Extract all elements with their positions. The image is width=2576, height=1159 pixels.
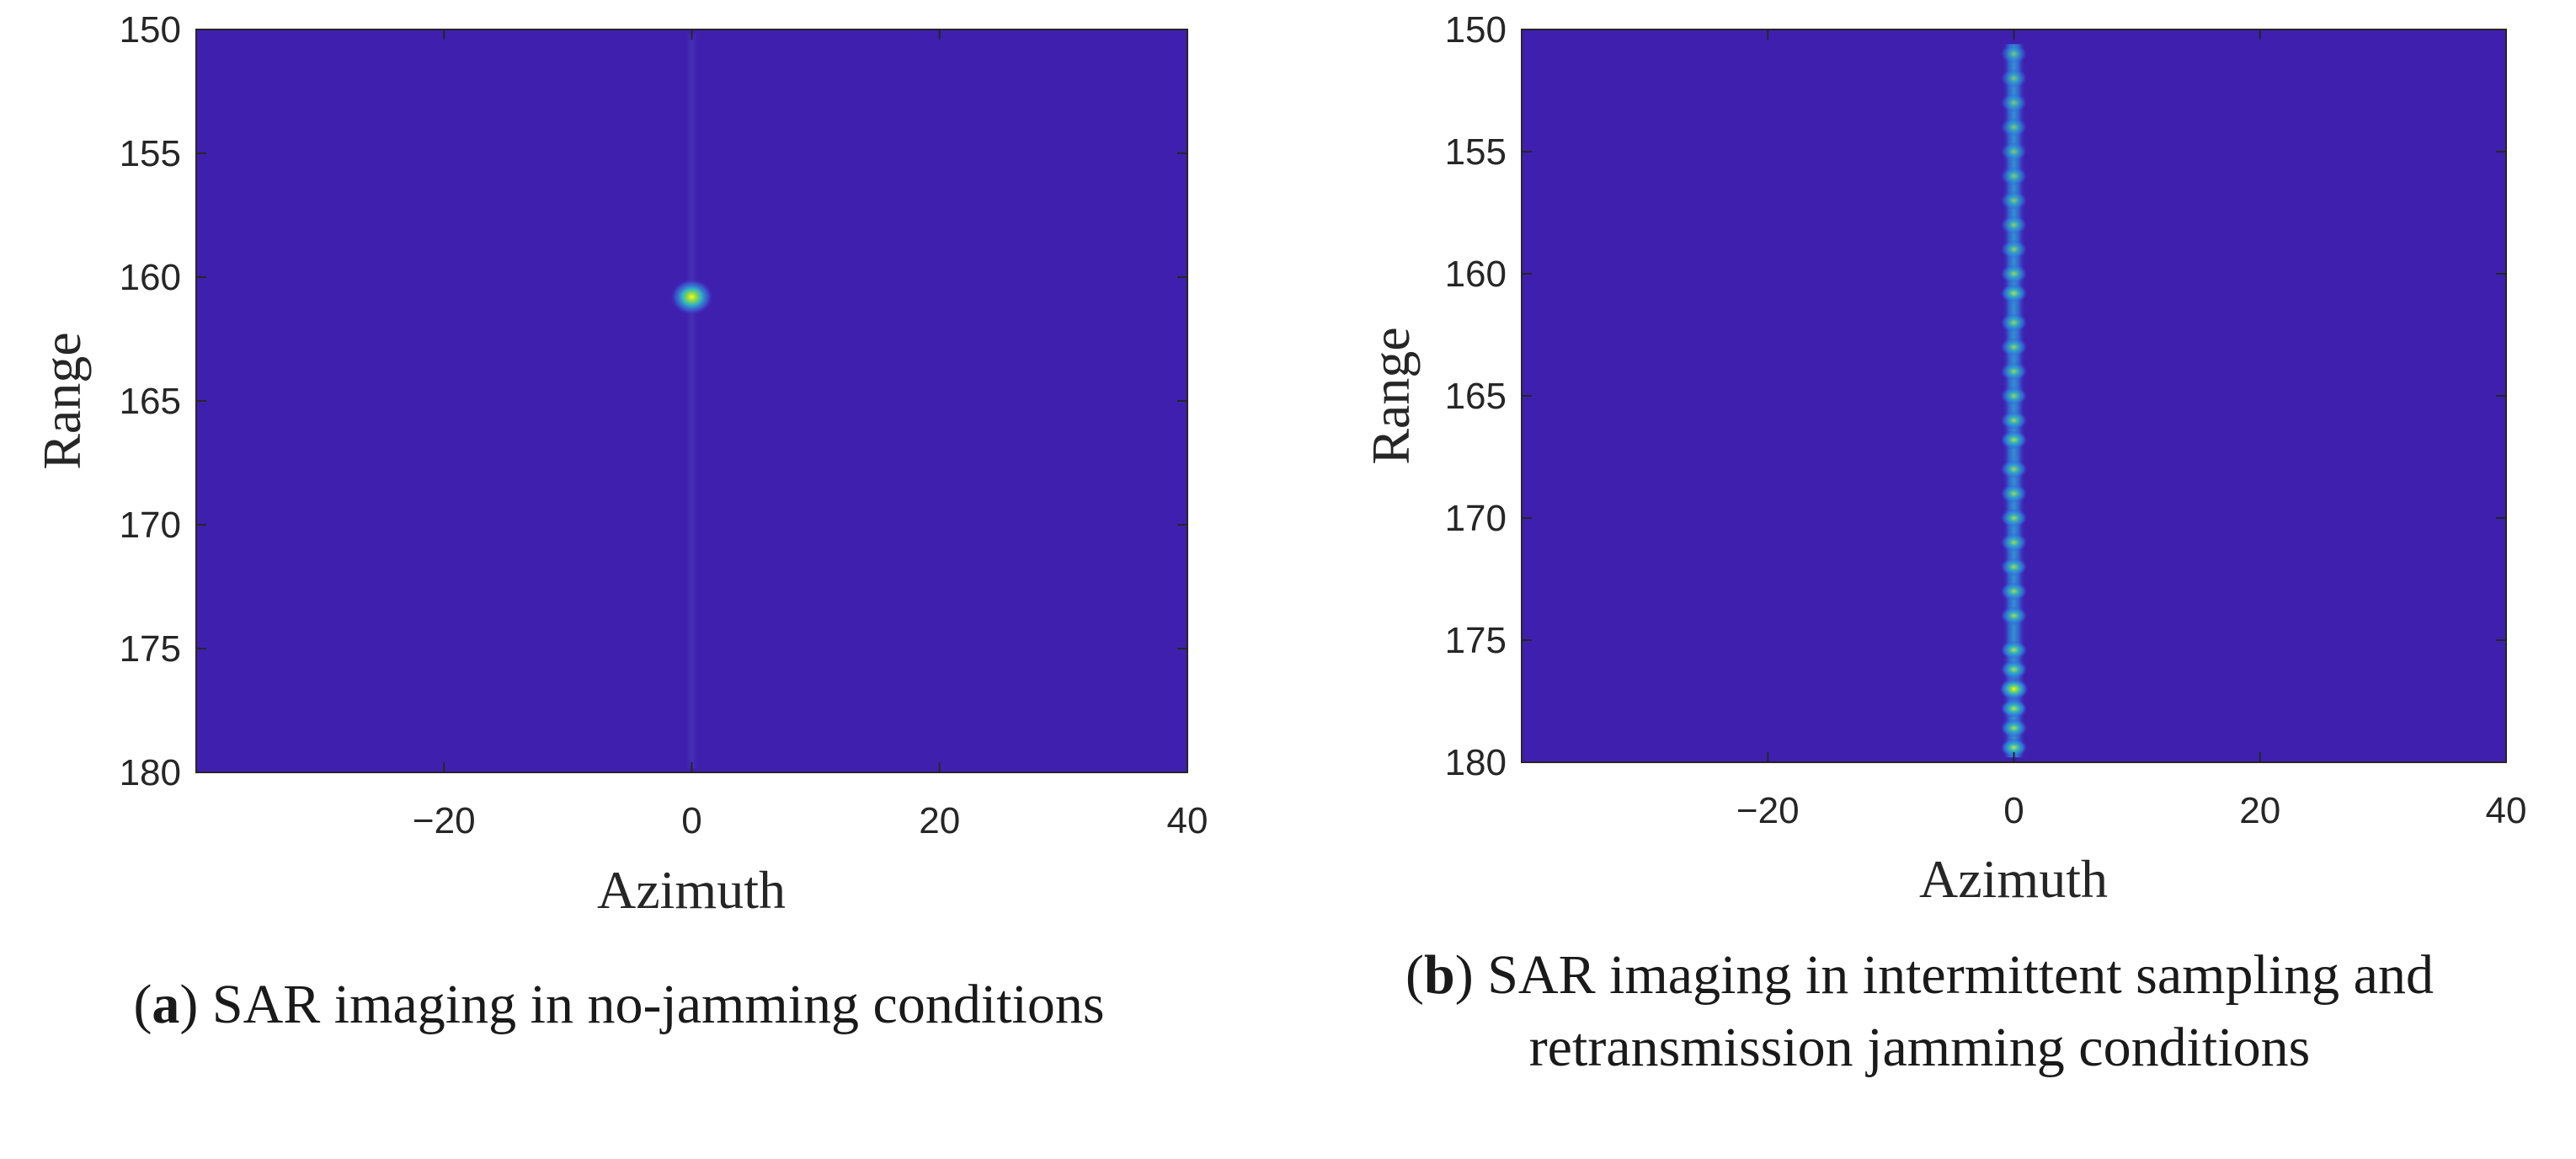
y-ticks-b: 150 155 160 165 170 175 180: [1445, 9, 2506, 783]
false-target: [2000, 558, 2028, 576]
false-target: [2000, 699, 2028, 718]
x-tick-label: 0: [681, 800, 701, 841]
y-tick-label: 160: [120, 257, 181, 298]
panel-b: 150 155 160 165 170 175 180 −20 0 20 40 Azimuth R…: [1361, 9, 2526, 909]
x-tick-label: −20: [1736, 790, 1800, 831]
x-axis-label-a: Azimuth: [597, 860, 786, 920]
false-target: [2000, 387, 2028, 405]
false-target: [2000, 313, 2028, 332]
data-marks-b: [1998, 44, 2029, 758]
caption-a-text: SAR imaging in no-jamming conditions: [211, 974, 1105, 1035]
data-marks-a: [669, 34, 714, 768]
false-target: [2000, 660, 2028, 679]
false-target-peak: [1998, 677, 2029, 701]
false-target: [2000, 69, 2028, 88]
false-target: [2000, 362, 2028, 381]
false-target: [2000, 142, 2028, 161]
x-tick-label: 40: [2486, 790, 2527, 831]
y-axis-label-a: Range: [32, 332, 92, 470]
false-target: [2000, 338, 2028, 356]
y-tick-label: 170: [120, 505, 181, 546]
y-tick-label: 150: [120, 9, 181, 51]
y-tick-label: 165: [1445, 376, 1507, 417]
false-target: [2000, 718, 2028, 738]
x-tick-label: 0: [2003, 790, 2024, 831]
false-target: [2000, 216, 2028, 234]
y-tick-label: 180: [120, 752, 181, 793]
y-tick-label: 175: [120, 628, 181, 670]
false-target: [2000, 640, 2028, 660]
x-tick-label: 40: [1167, 800, 1208, 841]
false-target: [2000, 509, 2028, 527]
y-tick-label: 160: [1445, 254, 1507, 295]
y-tick-label: 150: [1445, 9, 1507, 51]
x-ticks-a: −20 0 20 40: [413, 29, 1208, 841]
false-target: [2000, 484, 2028, 503]
caption-b-text-line2: retransmission jamming conditions: [1528, 1016, 2311, 1078]
y-tick-label: 180: [1445, 742, 1507, 783]
false-target: [2000, 460, 2028, 478]
x-ticks-b: −20 0 20 40: [1736, 29, 2527, 831]
y-tick-label: 165: [120, 381, 181, 422]
false-target: [2000, 264, 2028, 283]
sidelobe-streak: [683, 34, 701, 768]
x-tick-label: −20: [413, 800, 476, 841]
y-tick-label: 155: [120, 133, 181, 174]
false-target: [2000, 191, 2028, 210]
false-target: [2000, 606, 2028, 625]
false-target: [2000, 45, 2028, 63]
y-axis-label-b: Range: [1361, 327, 1421, 465]
x-tick-label: 20: [919, 800, 960, 841]
false-target: [2000, 93, 2028, 112]
false-target: [2000, 533, 2028, 552]
false-target: [2000, 430, 2028, 450]
panel-a: 150 155 160 165 170 175 180 −20 0 20 40 Azimuth R…: [32, 9, 1208, 920]
caption-a-label: a: [152, 974, 180, 1035]
x-axis-label-b: Azimuth: [1919, 849, 2108, 909]
y-tick-label: 170: [1445, 498, 1507, 539]
false-target: [2000, 582, 2028, 601]
caption-b: (b) SAR imaging in intermittent sampling…: [1405, 944, 2434, 1078]
false-target: [2000, 284, 2028, 303]
false-target: [2000, 738, 2028, 757]
y-ticks-a: 150 155 160 165 170 175 180: [120, 9, 1187, 793]
false-target: [2000, 411, 2028, 430]
false-target: [2000, 118, 2028, 136]
false-target: [2000, 167, 2028, 185]
false-target: [2000, 240, 2028, 259]
caption-b-text: SAR imaging in intermittent sampling and: [1487, 944, 2434, 1006]
x-tick-label: 20: [2239, 790, 2280, 831]
point-target: [669, 278, 714, 316]
caption-a: (a) SAR imaging in no-jamming conditions: [133, 974, 1105, 1035]
caption-b-label: b: [1424, 944, 1455, 1006]
y-tick-label: 155: [1445, 131, 1507, 173]
y-tick-label: 175: [1445, 620, 1507, 661]
